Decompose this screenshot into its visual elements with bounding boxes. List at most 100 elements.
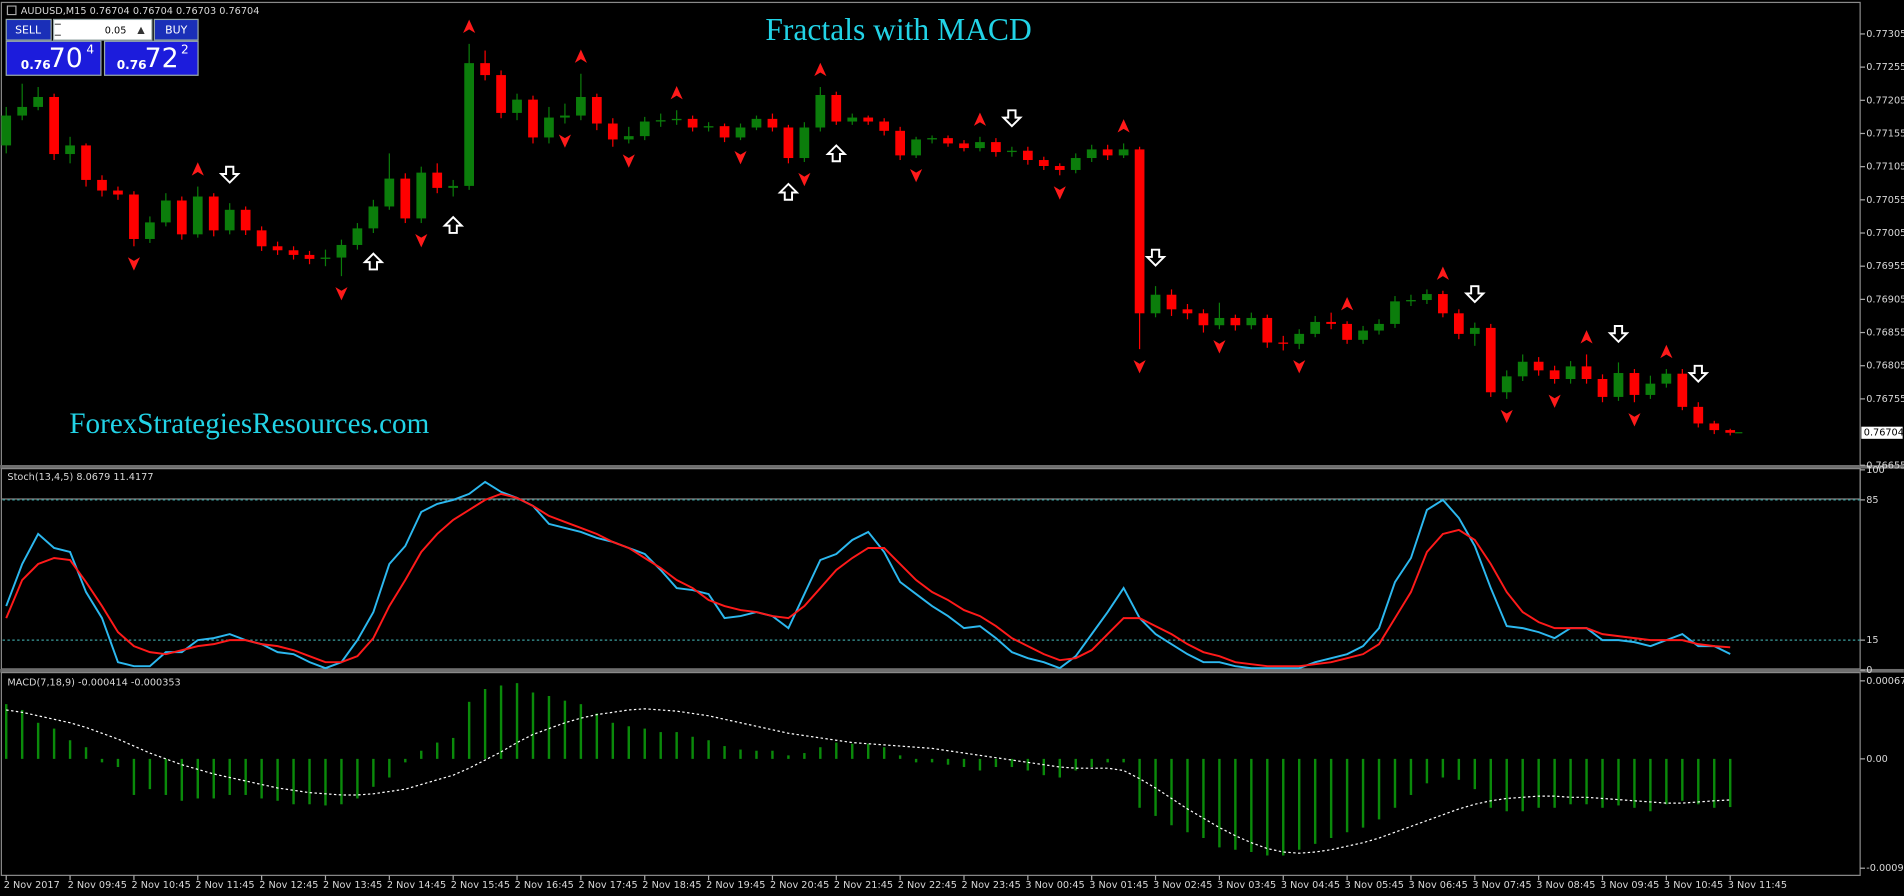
candle-body [1693, 406, 1704, 424]
fractal-up [1117, 119, 1130, 133]
candle-body [352, 228, 363, 245]
fractal-up [1436, 266, 1449, 280]
x-tick-label: 3 Nov 01:45 [1089, 880, 1148, 891]
sell-arrow [1463, 285, 1486, 304]
fractal-down [127, 257, 140, 271]
y-tick-label: 0.76955 [1866, 261, 1904, 272]
candle-body [49, 96, 59, 155]
candle-body [288, 250, 299, 255]
candle-body [735, 127, 746, 138]
chart-title: Fractals with MACD [765, 12, 1031, 47]
candle-body [975, 142, 985, 149]
candle-body [1, 115, 12, 146]
fractal-up [1341, 296, 1354, 311]
main-panel-frame [0, 1, 1861, 500]
fractal-up [191, 162, 204, 176]
x-tick-label: 3 Nov 11:45 [1728, 880, 1787, 891]
macd-panel-frame [0, 672, 1861, 876]
candle-body [639, 121, 650, 137]
x-tick-label: 2 Nov 19:45 [706, 880, 765, 891]
candle-body [959, 143, 969, 149]
candle-body [1326, 321, 1336, 324]
lot-value: 0.05 [105, 25, 127, 36]
macd-title: MACD(7,18,9) -0.000414 -0.000353 [7, 677, 180, 688]
buy-arrow [777, 182, 800, 201]
candle-body [671, 118, 682, 121]
candle-body [927, 138, 937, 140]
candle-body [368, 206, 379, 229]
fractal-down [335, 287, 348, 301]
x-tick-label: 3 Nov 05:45 [1345, 880, 1404, 891]
candle-body [464, 63, 475, 186]
candle-body [1310, 321, 1321, 334]
candle-body [1150, 294, 1161, 314]
fractal-up [574, 49, 587, 63]
x-tick-label: 3 Nov 10:45 [1664, 880, 1723, 891]
fractal-down [622, 154, 635, 168]
fractal-up [973, 112, 987, 126]
spin-down [54, 23, 61, 36]
candle-body [544, 117, 554, 138]
x-tick-label: 2 Nov 10:45 [131, 880, 190, 891]
buy-button[interactable] [153, 18, 199, 41]
fractal-down [558, 134, 571, 148]
x-tick-label: 2 Nov 13:45 [323, 880, 382, 891]
candle-body [1469, 327, 1480, 334]
x-tick-label: 3 Nov 06:45 [1409, 880, 1468, 891]
candle-body [1597, 378, 1608, 397]
ask-box[interactable] [103, 40, 199, 76]
candle-body [863, 117, 874, 122]
candle-body [576, 96, 586, 116]
stoch-title: Stoch(13,4,5) 8.0679 11.4177 [7, 472, 153, 483]
candle-body [1374, 323, 1384, 331]
trade-panel: SELL 0.05 BUY 0.76 70 4 0.76 72 2 [5, 18, 199, 76]
candle-body [208, 196, 219, 231]
candle-body [480, 63, 490, 76]
candle-body [1294, 333, 1305, 344]
panel-separator [0, 668, 1904, 673]
y-tick-label: 0.00 [1866, 754, 1888, 765]
candle-body [97, 179, 107, 191]
candle-body [1629, 373, 1640, 395]
y-tick-label: 0.76905 [1866, 294, 1904, 305]
candle-body [1725, 430, 1736, 433]
candle-body [160, 200, 171, 223]
candle-body [256, 230, 267, 247]
candle-body [1438, 294, 1448, 314]
candle-body [336, 244, 347, 258]
fractal-up [463, 19, 476, 33]
candle-body [416, 172, 427, 219]
candle-body [320, 257, 331, 259]
fractal-down [1548, 394, 1561, 408]
spin-up[interactable] [137, 26, 145, 34]
candle-body [560, 115, 570, 118]
candle-body [512, 99, 522, 113]
candle-body [1118, 149, 1129, 156]
fractal-up [670, 85, 683, 100]
buy-label: BUY [165, 23, 187, 36]
candle-body [1549, 370, 1560, 379]
sell-button[interactable] [5, 18, 52, 41]
candle-body [911, 139, 921, 156]
x-tick-label: 2 Nov 12:45 [259, 880, 318, 891]
candle-body [1581, 366, 1592, 379]
candle-body [1262, 317, 1273, 343]
candle-body [304, 254, 315, 259]
current-price: 0.76704 [1864, 428, 1904, 439]
fractal-down [734, 151, 747, 165]
candle-body [33, 96, 44, 107]
candle-body [1677, 373, 1688, 407]
lot-input[interactable] [52, 18, 153, 41]
y-tick-label: 0.77055 [1866, 195, 1904, 206]
candle-body [751, 118, 762, 128]
candle-body [799, 127, 810, 159]
sell-arrow [1687, 364, 1710, 383]
candle-body [607, 123, 618, 140]
bid-box[interactable] [5, 40, 102, 76]
x-tick-label: 2 Nov 14:45 [387, 880, 446, 891]
y-tick-label: 0.76855 [1866, 328, 1904, 339]
y-tick-label: 0.77305 [1866, 29, 1904, 40]
sell-arrow [1607, 325, 1630, 344]
fractal-down [798, 172, 811, 187]
y-tick-label: 0.77105 [1866, 162, 1904, 173]
